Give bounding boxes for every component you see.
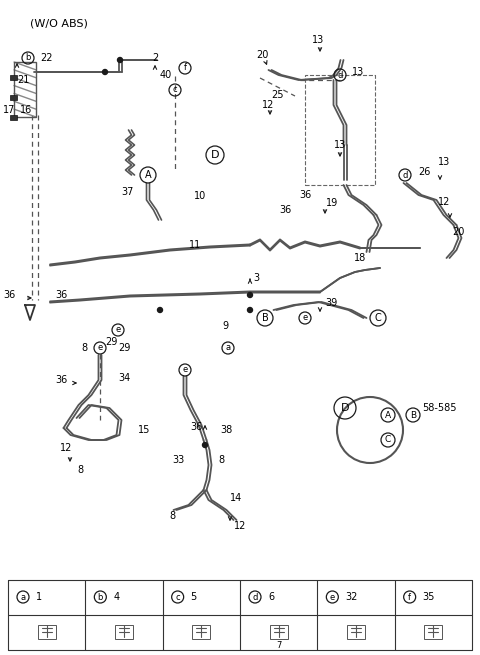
Text: e: e xyxy=(302,314,308,322)
Text: 2: 2 xyxy=(152,53,158,63)
Text: D: D xyxy=(341,403,349,413)
Text: 12: 12 xyxy=(438,197,450,207)
Circle shape xyxy=(157,307,163,312)
Text: e: e xyxy=(182,365,188,375)
Text: 17: 17 xyxy=(3,105,15,115)
Text: a: a xyxy=(21,593,25,601)
Text: a: a xyxy=(226,343,230,352)
Text: 10: 10 xyxy=(194,191,206,201)
Text: 14: 14 xyxy=(230,493,242,503)
Bar xyxy=(10,115,17,120)
Text: 39: 39 xyxy=(325,298,337,308)
Text: 29: 29 xyxy=(118,343,131,353)
Text: 12: 12 xyxy=(234,521,246,531)
Text: 25: 25 xyxy=(272,90,284,100)
Text: 8: 8 xyxy=(218,455,224,465)
Text: 38: 38 xyxy=(220,425,232,435)
Text: B: B xyxy=(262,313,268,323)
Text: 20: 20 xyxy=(256,50,268,60)
Circle shape xyxy=(203,443,207,447)
Text: 8: 8 xyxy=(77,465,83,475)
Text: f: f xyxy=(183,64,187,73)
Text: 36: 36 xyxy=(56,375,68,385)
Text: A: A xyxy=(144,170,151,180)
Text: 35: 35 xyxy=(423,592,435,602)
Text: 9: 9 xyxy=(222,321,228,331)
Text: 3: 3 xyxy=(253,273,259,283)
Text: d: d xyxy=(337,71,343,79)
Bar xyxy=(115,625,133,639)
Text: 1: 1 xyxy=(36,592,42,602)
Text: 21: 21 xyxy=(17,75,29,85)
Text: 13: 13 xyxy=(334,140,346,150)
Text: c: c xyxy=(173,86,177,94)
Text: b: b xyxy=(97,593,103,601)
Circle shape xyxy=(118,58,122,62)
Text: 13: 13 xyxy=(312,35,324,45)
Text: 36: 36 xyxy=(190,422,202,432)
Text: e: e xyxy=(330,593,335,601)
Text: 29: 29 xyxy=(106,337,118,347)
Text: D: D xyxy=(211,150,219,160)
Text: 36: 36 xyxy=(3,290,15,300)
Bar xyxy=(192,625,210,639)
Text: 16: 16 xyxy=(20,105,32,115)
Text: B: B xyxy=(410,411,416,419)
Text: 4: 4 xyxy=(113,592,120,602)
Text: 12: 12 xyxy=(60,443,72,453)
Text: 32: 32 xyxy=(345,592,358,602)
Text: 19: 19 xyxy=(326,198,338,208)
Text: 6: 6 xyxy=(268,592,274,602)
Text: f: f xyxy=(408,593,411,601)
Text: A: A xyxy=(385,411,391,419)
Text: 11: 11 xyxy=(189,240,201,250)
Bar xyxy=(10,95,17,100)
Text: (W/O ABS): (W/O ABS) xyxy=(30,18,88,28)
Text: b: b xyxy=(25,54,31,62)
Text: e: e xyxy=(115,326,120,335)
Text: 36: 36 xyxy=(299,190,311,200)
Text: 13: 13 xyxy=(352,67,364,77)
Bar xyxy=(305,75,375,185)
Text: 5: 5 xyxy=(191,592,197,602)
Bar xyxy=(37,625,56,639)
Circle shape xyxy=(248,307,252,312)
Text: C: C xyxy=(374,313,382,323)
Text: e: e xyxy=(97,343,103,352)
Text: C: C xyxy=(385,436,391,445)
Bar xyxy=(347,625,365,639)
Text: d: d xyxy=(402,170,408,179)
Text: 12: 12 xyxy=(262,100,274,110)
Text: 20: 20 xyxy=(452,227,464,237)
Text: 40: 40 xyxy=(160,70,172,80)
Text: 22: 22 xyxy=(40,53,52,63)
Text: c: c xyxy=(175,593,180,601)
Text: 34: 34 xyxy=(118,373,130,383)
Text: 37: 37 xyxy=(122,187,134,197)
Text: 15: 15 xyxy=(138,425,150,435)
Text: 7: 7 xyxy=(276,641,281,650)
Text: 18: 18 xyxy=(354,253,366,263)
Text: 26: 26 xyxy=(418,167,431,177)
Circle shape xyxy=(248,293,252,297)
Bar xyxy=(10,75,17,80)
Text: 8: 8 xyxy=(169,511,175,521)
Bar xyxy=(14,62,36,117)
Text: 13: 13 xyxy=(438,157,450,167)
Text: 36: 36 xyxy=(55,290,67,300)
Text: 33: 33 xyxy=(173,455,185,465)
Text: 58-585: 58-585 xyxy=(422,403,456,413)
Text: 36: 36 xyxy=(279,205,291,215)
Text: d: d xyxy=(252,593,258,601)
Bar xyxy=(424,625,443,639)
Bar xyxy=(270,625,288,639)
Text: 8: 8 xyxy=(82,343,88,353)
Circle shape xyxy=(103,69,108,75)
